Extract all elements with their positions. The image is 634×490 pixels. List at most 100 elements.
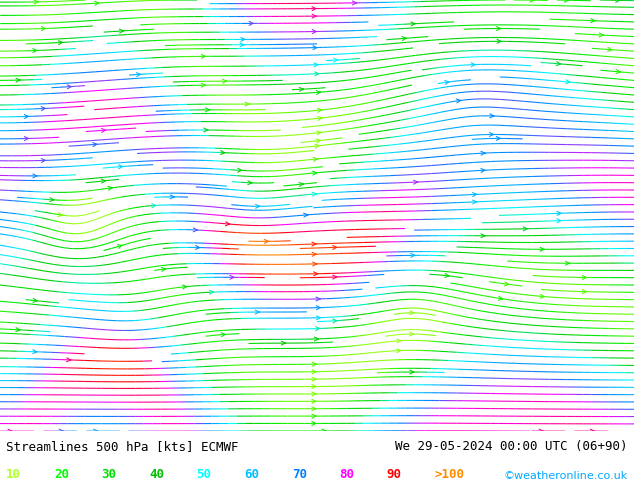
FancyArrowPatch shape [33,49,37,52]
Ellipse shape [377,368,414,394]
FancyArrowPatch shape [202,54,205,58]
FancyArrowPatch shape [316,297,320,301]
FancyArrowPatch shape [472,193,477,196]
FancyArrowPatch shape [333,245,337,249]
FancyArrowPatch shape [566,261,569,265]
FancyArrowPatch shape [33,174,37,178]
Text: 90: 90 [387,468,402,481]
FancyArrowPatch shape [312,421,316,425]
FancyArrowPatch shape [67,358,71,362]
Text: 20: 20 [54,468,69,481]
FancyArrowPatch shape [316,327,320,331]
Text: 30: 30 [101,468,117,481]
FancyArrowPatch shape [101,179,106,183]
Text: 10: 10 [6,468,22,481]
FancyArrowPatch shape [281,341,285,345]
FancyArrowPatch shape [108,186,112,190]
FancyArrowPatch shape [313,262,317,266]
FancyArrowPatch shape [314,337,318,341]
Ellipse shape [425,293,458,322]
FancyArrowPatch shape [481,169,485,172]
FancyArrowPatch shape [353,1,356,5]
FancyArrowPatch shape [315,144,319,148]
FancyArrowPatch shape [583,290,586,294]
FancyArrowPatch shape [411,22,415,26]
FancyArrowPatch shape [162,268,165,271]
FancyArrowPatch shape [205,108,210,112]
FancyArrowPatch shape [410,370,414,374]
FancyArrowPatch shape [312,407,316,411]
FancyArrowPatch shape [299,182,304,186]
FancyArrowPatch shape [183,285,187,289]
FancyArrowPatch shape [94,429,98,433]
FancyArrowPatch shape [238,168,242,172]
Ellipse shape [189,264,221,286]
FancyArrowPatch shape [413,180,418,184]
FancyArrowPatch shape [299,87,304,91]
FancyArrowPatch shape [34,0,38,4]
FancyArrowPatch shape [41,159,46,163]
FancyArrowPatch shape [540,294,545,298]
FancyArrowPatch shape [497,39,501,43]
FancyArrowPatch shape [322,429,326,433]
FancyArrowPatch shape [58,41,63,45]
FancyArrowPatch shape [489,132,494,136]
FancyArrowPatch shape [583,275,586,279]
FancyArrowPatch shape [312,14,316,18]
Ellipse shape [195,109,240,124]
FancyArrowPatch shape [445,273,450,277]
FancyArrowPatch shape [410,332,414,336]
FancyArrowPatch shape [230,275,234,279]
FancyArrowPatch shape [539,429,543,433]
Ellipse shape [121,209,197,237]
FancyArrowPatch shape [471,63,476,67]
FancyArrowPatch shape [240,43,244,47]
FancyArrowPatch shape [472,200,477,204]
Text: >100: >100 [434,468,464,481]
FancyArrowPatch shape [496,26,501,30]
FancyArrowPatch shape [333,275,337,279]
FancyArrowPatch shape [313,192,316,196]
FancyArrowPatch shape [333,319,337,323]
FancyArrowPatch shape [481,234,485,238]
FancyArrowPatch shape [557,212,561,215]
FancyArrowPatch shape [313,157,318,161]
FancyArrowPatch shape [490,114,494,118]
FancyArrowPatch shape [67,85,72,89]
Ellipse shape [164,232,222,271]
FancyArrowPatch shape [221,150,224,154]
FancyArrowPatch shape [481,151,485,155]
FancyArrowPatch shape [317,131,321,135]
FancyArrowPatch shape [16,328,20,332]
FancyArrowPatch shape [530,0,534,2]
FancyArrowPatch shape [313,29,316,33]
FancyArrowPatch shape [608,48,612,51]
FancyArrowPatch shape [60,429,63,433]
FancyArrowPatch shape [540,247,544,251]
FancyArrowPatch shape [41,107,46,111]
FancyArrowPatch shape [221,333,226,337]
FancyArrowPatch shape [24,115,29,119]
FancyArrowPatch shape [445,80,449,84]
FancyArrowPatch shape [264,240,269,244]
Ellipse shape [49,60,103,90]
FancyArrowPatch shape [41,26,46,30]
Text: 70: 70 [292,468,307,481]
FancyArrowPatch shape [256,310,259,314]
FancyArrowPatch shape [202,83,205,87]
FancyArrowPatch shape [312,7,316,11]
Ellipse shape [239,0,297,22]
FancyArrowPatch shape [316,306,321,310]
FancyArrowPatch shape [314,72,319,76]
FancyArrowPatch shape [318,108,322,112]
Ellipse shape [37,230,80,258]
FancyArrowPatch shape [312,392,316,396]
Text: 50: 50 [197,468,212,481]
FancyArrowPatch shape [312,242,316,246]
Text: We 29-05-2024 00:00 UTC (06+90): We 29-05-2024 00:00 UTC (06+90) [395,440,628,453]
FancyArrowPatch shape [411,253,415,257]
FancyArrowPatch shape [456,99,461,103]
FancyArrowPatch shape [599,33,604,37]
FancyArrowPatch shape [397,339,401,343]
FancyArrowPatch shape [591,19,595,23]
